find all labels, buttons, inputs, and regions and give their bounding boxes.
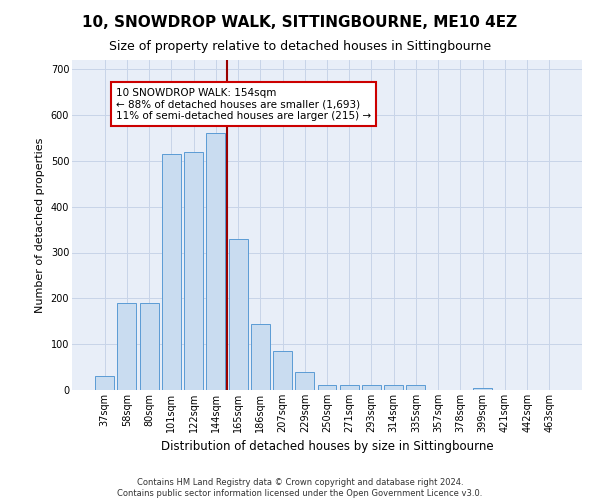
Bar [295,372,314,390]
X-axis label: Distribution of detached houses by size in Sittingbourne: Distribution of detached houses by size … [161,440,493,454]
Text: 10 SNOWDROP WALK: 154sqm
← 88% of detached houses are smaller (1,693)
11% of sem: 10 SNOWDROP WALK: 154sqm ← 88% of detach… [116,88,371,120]
Bar [184,152,203,390]
Bar [317,384,337,390]
Bar [273,351,292,390]
Text: Size of property relative to detached houses in Sittingbourne: Size of property relative to detached ho… [109,40,491,53]
Bar [251,324,270,390]
Bar [340,386,359,390]
Bar [162,154,181,390]
Bar [229,239,248,390]
Bar [140,303,158,390]
Bar [95,376,114,390]
Bar [118,303,136,390]
Text: 10, SNOWDROP WALK, SITTINGBOURNE, ME10 4EZ: 10, SNOWDROP WALK, SITTINGBOURNE, ME10 4… [82,15,518,30]
Y-axis label: Number of detached properties: Number of detached properties [35,138,45,312]
Bar [206,134,225,390]
Bar [406,386,425,390]
Bar [473,388,492,390]
Text: Contains HM Land Registry data © Crown copyright and database right 2024.
Contai: Contains HM Land Registry data © Crown c… [118,478,482,498]
Bar [362,386,381,390]
Bar [384,386,403,390]
